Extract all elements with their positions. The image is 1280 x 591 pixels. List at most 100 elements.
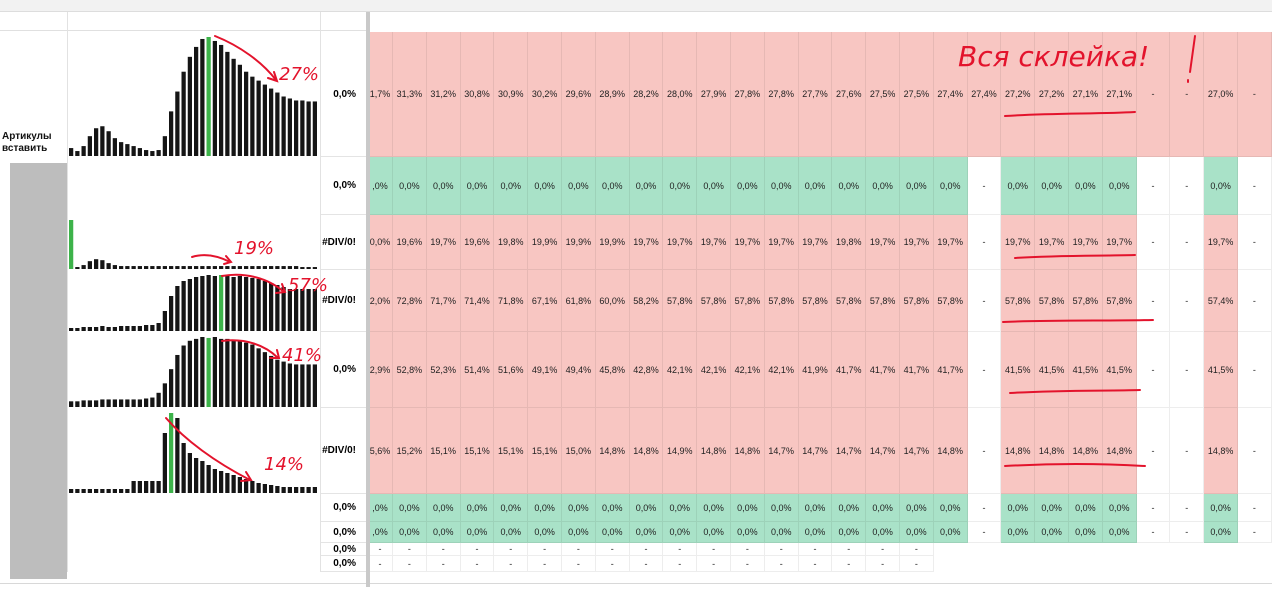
sparkline-bar [69, 220, 74, 269]
cell: 42,1% [764, 332, 799, 408]
sparkline-bar [200, 266, 205, 269]
sparkline-bar [262, 352, 267, 407]
sparkline-bar [75, 151, 80, 156]
cell: 71,7% [426, 270, 461, 332]
cell: 27,7% [798, 32, 833, 157]
cell: 0,0% [1204, 494, 1238, 522]
summary-cell: 0,0% [321, 556, 366, 572]
cell: 15,1% [426, 408, 461, 494]
sparkline-bar [87, 489, 92, 493]
cell: 28,9% [595, 32, 630, 157]
sparkline-bar [200, 461, 205, 493]
sparkline-bar [294, 364, 299, 407]
cell: 0,0% [933, 157, 968, 215]
cell: 51,4% [460, 332, 495, 408]
sparkline-bar [262, 84, 267, 156]
cell: 27,4% [933, 32, 968, 157]
cell: 67,1% [528, 270, 562, 332]
sparkline-bar [244, 277, 249, 331]
cell: - [629, 543, 664, 556]
sparkline-bar [94, 327, 99, 331]
cell: 41,7% [900, 332, 934, 408]
cell: 0,0% [1001, 494, 1036, 522]
sparkline-bar [187, 453, 192, 493]
sparkline-bar [225, 51, 230, 156]
cell: 14,8% [1204, 408, 1238, 494]
cell: - [697, 556, 731, 572]
cell: 2,9% [368, 332, 393, 408]
sparkline-bar [194, 338, 199, 407]
sparkline-bar [94, 259, 99, 269]
sparkline-bar [294, 100, 299, 156]
sparkline-bar [212, 337, 217, 407]
sparkline-bar [112, 265, 117, 269]
sparkline-bar [144, 150, 149, 156]
sparkline-bar [225, 338, 230, 407]
cell: 57,8% [866, 270, 900, 332]
cell: 57,8% [697, 270, 731, 332]
sparkline-bar [194, 266, 199, 269]
sparkline-bar [169, 296, 174, 331]
sparkline-bar [300, 100, 305, 156]
cell: - [393, 556, 427, 572]
cell: 27,5% [900, 32, 934, 157]
sparkline-bar [162, 383, 167, 407]
sparkline-bar [112, 489, 117, 493]
sparkline-bar [87, 400, 92, 407]
sparkline-bar [75, 489, 80, 493]
cell: 5,6% [368, 408, 393, 494]
cell: 41,5% [1069, 332, 1103, 408]
cell: 60,0% [595, 270, 630, 332]
cell: 57,8% [933, 270, 968, 332]
cell: 0,0% [764, 157, 799, 215]
cell: 28,2% [629, 32, 664, 157]
sparkline-bar [294, 289, 299, 331]
cell: - [595, 543, 630, 556]
cell: 0,0% [663, 522, 698, 543]
cell: ,0% [368, 522, 393, 543]
sparkline-bar [69, 489, 74, 493]
sparkline-bar [75, 328, 80, 331]
sparkline-bar [194, 277, 199, 331]
summary-cell: 0,0% [321, 522, 366, 543]
sparkline-bar [312, 364, 317, 407]
sparkline-bar [87, 136, 92, 156]
cell: 0,0% [933, 522, 968, 543]
sparkline-bar [137, 266, 142, 269]
cell: - [1170, 215, 1205, 270]
sparkline-bar [106, 327, 111, 331]
cell: - [764, 543, 799, 556]
sparkline-bar [87, 261, 92, 269]
annotation-stroke [221, 273, 287, 294]
cell: 0,0% [1204, 157, 1238, 215]
cell: 57,8% [900, 270, 934, 332]
cell: - [1238, 215, 1272, 270]
cell: 0,0% [629, 157, 664, 215]
cell: 0,0% [731, 522, 765, 543]
sparkline-bar [294, 487, 299, 493]
sparkline-bar [81, 400, 86, 407]
cell: - [426, 543, 461, 556]
sparkline-bar [181, 345, 186, 407]
sparkline-bar [256, 266, 261, 269]
cell: 0,0% [1102, 494, 1137, 522]
sparkline-bar [312, 289, 317, 331]
annotation-stroke [1009, 389, 1141, 394]
sparkline-bar [100, 260, 105, 269]
cell: 61,8% [562, 270, 596, 332]
cell: 19,7% [731, 215, 765, 270]
cell: 0,0% [663, 494, 698, 522]
annotation-text: 27% [279, 64, 319, 85]
cell: 19,9% [528, 215, 562, 270]
cell: 14,7% [832, 408, 867, 494]
cell: 51,6% [494, 332, 529, 408]
cell: 19,7% [1102, 215, 1137, 270]
cell: 0,0% [1102, 522, 1137, 543]
cell: - [494, 543, 529, 556]
cell: - [629, 556, 664, 572]
sparkline-bar [125, 489, 130, 493]
cell: 27,0% [1204, 32, 1238, 157]
cell: - [1238, 32, 1272, 157]
cell: - [731, 543, 765, 556]
sparkline-bar [237, 477, 242, 493]
